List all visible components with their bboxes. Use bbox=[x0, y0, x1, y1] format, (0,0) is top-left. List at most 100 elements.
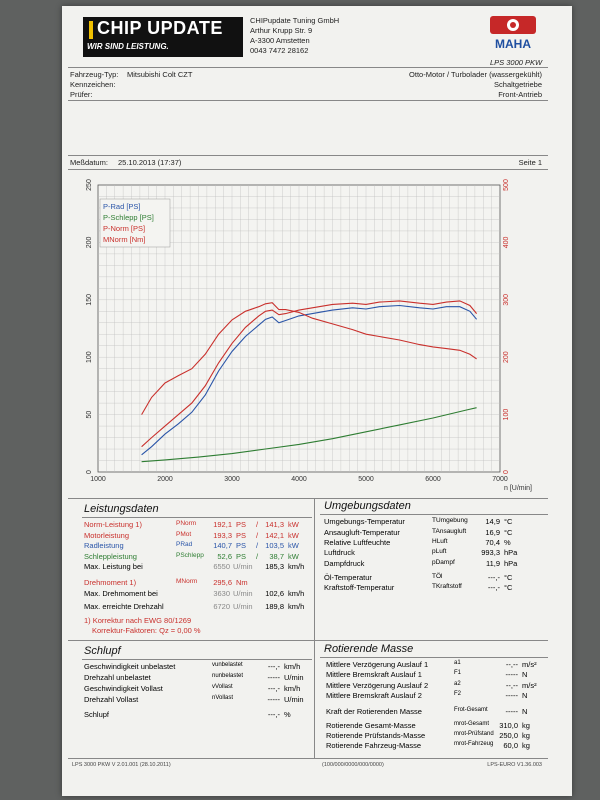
x-tick-label: 2000 bbox=[157, 476, 173, 483]
divider bbox=[82, 517, 312, 518]
power-row-symbol: PNorm bbox=[176, 520, 197, 527]
x-tick-label: 5000 bbox=[358, 476, 374, 483]
legend-entry: P-Schlepp [PS] bbox=[103, 213, 154, 222]
env-section-title: Umgebungsdaten bbox=[324, 500, 411, 512]
page-number: Seite 1 bbox=[518, 158, 542, 167]
power-row-symbol: PRad bbox=[176, 541, 193, 548]
mass-row-value: 250,0 bbox=[499, 731, 518, 740]
slip-row-label: Geschwindigkeit Vollast bbox=[84, 684, 163, 693]
maha-logo-text: MAHA bbox=[495, 37, 531, 51]
divider bbox=[320, 514, 548, 515]
vehicle-type-value: Mitsubishi Colt CZT bbox=[127, 70, 193, 79]
power-row-symbol: PMot bbox=[176, 530, 192, 538]
slip-row-label: Geschwindigkeit unbelastet bbox=[84, 662, 176, 671]
mass-row-symbol: F1 bbox=[454, 670, 462, 676]
tester-label: Prüfer: bbox=[70, 90, 93, 99]
mass-row-value: 60,0 bbox=[503, 741, 518, 750]
company-city: A-3300 Amstetten bbox=[250, 36, 310, 45]
env-row-value: 993,3 bbox=[481, 548, 500, 557]
speed-unit: km/h bbox=[288, 562, 305, 571]
env-row-label: Dampfdruck bbox=[324, 559, 365, 568]
mass-row-unit: kg bbox=[522, 721, 530, 730]
mass-row-label: Rotierende Prüfstands-Masse bbox=[326, 731, 426, 740]
power-row-label: Radleistung bbox=[84, 541, 124, 550]
env-row-symbol: pDampf bbox=[432, 559, 455, 566]
y-right-tick-label: 0 bbox=[503, 470, 510, 474]
series-line bbox=[141, 407, 477, 463]
slip-row-symbol: nunbelastet bbox=[212, 673, 244, 679]
power-row-unit-ps: PS bbox=[236, 520, 247, 529]
slip-row-label: Drehzahl unbelastet bbox=[84, 673, 151, 682]
max-power-label: Max. Leistung bei bbox=[84, 562, 143, 571]
slip-row-unit: U/min bbox=[284, 695, 304, 704]
mass-row-unit: kg bbox=[522, 741, 530, 750]
legend-entry: P-Norm [PS] bbox=[103, 224, 145, 233]
max-torque-rpm: 3630 bbox=[213, 589, 230, 598]
gearbox-type: Schaltgetriebe bbox=[494, 80, 542, 89]
env-row-label: Luftdruck bbox=[324, 548, 355, 557]
maha-logo: MAHA bbox=[490, 16, 536, 51]
max-torque-label: Max. Drehmoment bei bbox=[84, 589, 158, 598]
mass-row-value: --,-- bbox=[505, 660, 518, 669]
x-tick-label: 4000 bbox=[291, 476, 307, 483]
env-row-label: Relative Luftfeuchte bbox=[324, 538, 391, 547]
power-row-value-ps: 140,7 bbox=[213, 541, 232, 550]
power-row-unit-ps: PS bbox=[236, 551, 247, 561]
mass-row-value: ----- bbox=[505, 707, 519, 716]
speed-unit: km/h bbox=[288, 589, 305, 598]
y-right-tick-label: 500 bbox=[503, 179, 510, 191]
divider bbox=[68, 169, 548, 170]
env-row-symbol: pLuft bbox=[432, 548, 447, 555]
mass-row-symbol: mrot-Prüfstand bbox=[454, 731, 494, 737]
env-row-value: 70,4 bbox=[485, 538, 500, 547]
y-left-tick-label: 50 bbox=[86, 411, 93, 419]
mass-row-label: Mittlere Verzögerung Auslauf 2 bbox=[326, 681, 429, 690]
torque-unit: Nm bbox=[236, 578, 248, 587]
y-left-tick-label: 0 bbox=[86, 470, 93, 474]
footer-center: (100/000/0000/000/0000) bbox=[322, 762, 384, 768]
mass-row-label: Mittlere Bremskraft Auslauf 1 bbox=[326, 670, 422, 679]
logo-text: CHIP UPDATE bbox=[97, 18, 223, 38]
slip-row-value: ---,- bbox=[267, 710, 280, 719]
divider bbox=[68, 498, 548, 499]
measure-date-label: Meßdatum: bbox=[70, 158, 108, 167]
logo-bar bbox=[89, 21, 93, 39]
divider bbox=[68, 100, 548, 101]
env-row-unit: °C bbox=[504, 517, 513, 526]
env-row-unit: hPa bbox=[504, 548, 518, 557]
series-line bbox=[141, 300, 478, 448]
power-row-value-ps: 192,1 bbox=[213, 520, 232, 529]
plate-label: Kennzeichen: bbox=[70, 80, 116, 89]
model-name: LPS 3000 PKW bbox=[490, 58, 543, 67]
power-row-label: Motorleistung bbox=[84, 530, 130, 540]
rpm-unit: U/min bbox=[233, 602, 253, 611]
power-row-separator: / bbox=[256, 520, 259, 529]
env-row-label: Ansaugluft-Temperatur bbox=[324, 528, 400, 537]
mass-row-unit: N bbox=[522, 691, 528, 700]
slip-row-label: Schlupf bbox=[84, 710, 110, 719]
env-row-unit: °C bbox=[504, 573, 513, 582]
power-row-unit-kw: kW bbox=[288, 530, 299, 540]
series-line bbox=[141, 302, 477, 415]
env-row-label: Kraftstoff-Temperatur bbox=[324, 583, 395, 592]
max-torque-speed: 102,6 bbox=[265, 589, 284, 598]
mass-row-unit: kg bbox=[522, 731, 530, 740]
mass-section-title: Rotierende Masse bbox=[324, 643, 414, 655]
slip-row-unit: km/h bbox=[284, 684, 301, 693]
rpm-unit: U/min bbox=[233, 589, 253, 598]
divider bbox=[314, 498, 315, 758]
env-row-value: 16,9 bbox=[485, 528, 500, 537]
env-row-symbol: TÖl bbox=[432, 573, 443, 580]
power-row-value-kw: 103,5 bbox=[265, 541, 284, 550]
power-row-unit-kw: kW bbox=[288, 541, 299, 550]
mass-row-label: Mittlere Bremskraft Auslauf 2 bbox=[326, 691, 422, 700]
y-left-tick-label: 200 bbox=[86, 236, 93, 248]
y-left-tick-label: 250 bbox=[86, 179, 93, 191]
speed-unit: km/h bbox=[288, 602, 305, 611]
max-power-rpm: 6550 bbox=[213, 562, 230, 571]
power-row-symbol: PSchlepp bbox=[176, 551, 204, 559]
power-row-unit-ps: PS bbox=[236, 541, 247, 550]
power-row-separator: / bbox=[256, 551, 259, 561]
company-street: Arthur Krupp Str. 9 bbox=[250, 26, 313, 35]
